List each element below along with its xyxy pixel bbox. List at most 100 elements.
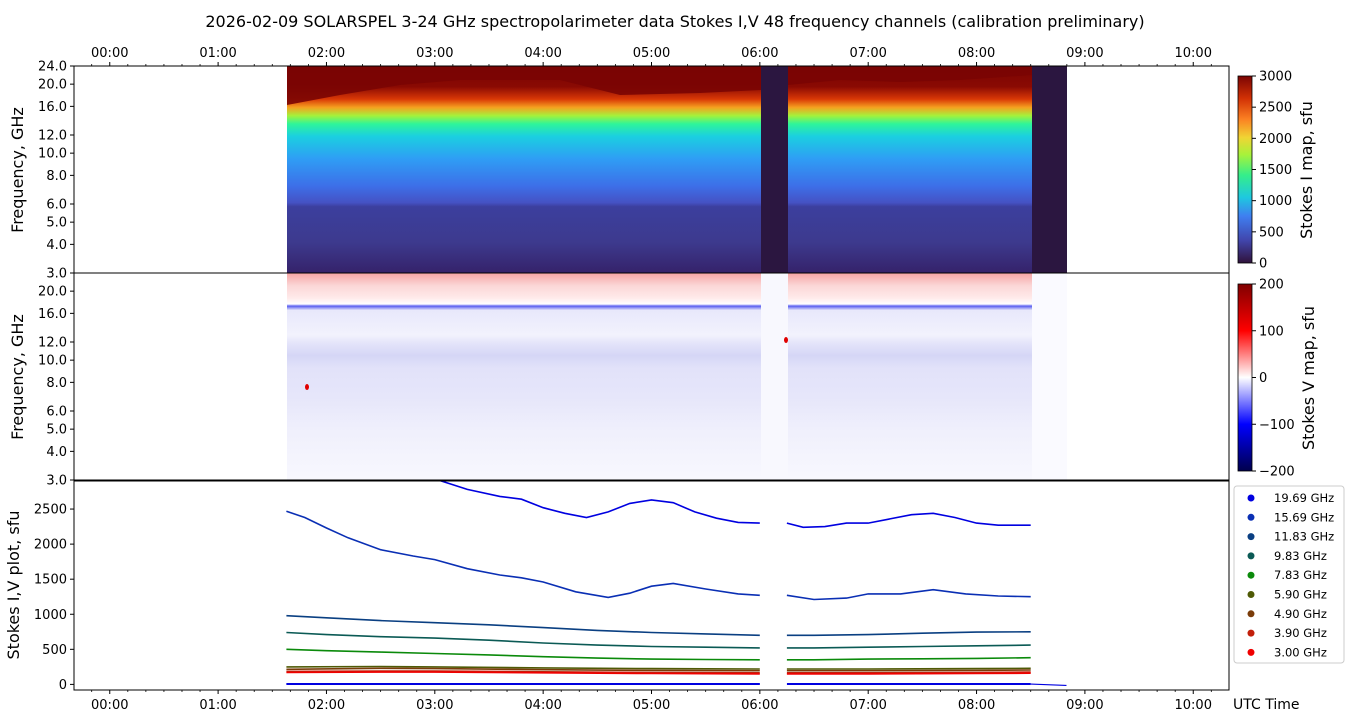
panel3-y-tick-label: 0 [59,678,67,693]
series-line [786,656,1031,661]
panel1-y-tick-label: 8.0 [46,169,67,184]
stokes-v-colorbar-label: Stokes V map, sfu [1299,306,1318,450]
panel3-y-tick-label: 1000 [34,608,67,623]
legend: 19.69 GHz 15.69 GHz 11.83 GHz 9.83 GHz 7.83 … [1233,485,1345,664]
stokes-i-map-region [287,66,761,273]
series-line [286,648,760,661]
top-x-tick-label: 04:00 [524,46,561,61]
colorbar-tick-label: 100 [1259,324,1284,339]
top-x-tick-label: 08:00 [958,46,995,61]
series-line [786,669,1031,672]
legend-label: 9.83 GHz [1274,549,1327,563]
x-axis-unit-label: UTC Time [1233,697,1299,713]
series-line [786,631,1031,637]
top-x-tick-label: 09:00 [1066,46,1103,61]
legend-marker [1247,591,1255,598]
stokes-v-red-spot [784,337,788,343]
panel3-y-tick-label: 500 [42,643,67,658]
stokes-v-red-spot [305,384,309,390]
top-x-tick-label: 02:00 [308,46,345,61]
panel2-y-tick-label: 16.0 [38,307,67,322]
stokes-i-colorbar-label: Stokes I map, sfu [1297,101,1316,239]
colorbar-tick-label: 2000 [1259,132,1292,147]
series-line [438,481,760,524]
bottom-x-tick-label: 02:00 [308,698,345,713]
panel2-ylabel: Frequency, GHz [8,314,27,440]
stokes-line-plot-panel [73,480,1230,691]
top-x-tick-label: 03:00 [416,46,453,61]
panel1-y-tick-label: 12.0 [38,129,67,144]
colorbar-tick-label: 200 [1259,278,1284,293]
legend-label: 5.90 GHz [1274,588,1327,602]
colorbar-tick-label: 3000 [1259,70,1292,85]
panel1-y-tick-label: 16.0 [38,100,67,115]
legend-label: 19.69 GHz [1274,491,1334,505]
top-x-tick-label: 06:00 [741,46,778,61]
series-line [786,512,1031,529]
top-x-tick-label: 10:00 [1175,46,1212,61]
series-line [286,510,760,599]
series-line [786,644,1031,649]
colorbar-tick-label: 0 [1259,371,1267,386]
calibration-gap-1 [761,66,788,273]
series-line [786,667,1031,670]
bottom-x-tick-label: 08:00 [958,698,995,713]
legend-label: 3.90 GHz [1274,626,1327,640]
legend-label: 11.83 GHz [1274,530,1334,544]
legend-marker [1247,571,1255,579]
colorbar-tick-label: 1500 [1259,163,1292,178]
series-line [286,665,760,670]
panel1-y-tick-label: 5.0 [46,216,67,231]
panel1-y-tick-label: 4.0 [46,238,67,253]
bottom-x-tick-label: 01:00 [199,698,236,713]
legend-marker [1247,552,1255,560]
stokes-i-high-band [287,66,761,105]
bottom-x-tick-label: 07:00 [849,698,886,713]
panel2-y-tick-label: 12.0 [38,336,67,351]
panel1-y-tick-label: 24.0 [38,60,67,75]
series-line [286,671,760,675]
panel2-y-tick-label: 20.0 [38,285,67,300]
legend-label: 3.00 GHz [1274,645,1327,659]
panel3-y-tick-label: 2000 [34,538,67,553]
stokes-v-map-region [287,273,761,480]
calibration-gap-2 [1032,66,1067,273]
colorbar-tick-label: 500 [1259,225,1284,240]
series-line [786,672,1031,675]
legend-marker [1247,494,1255,502]
bottom-x-tick-label: 03:00 [416,698,453,713]
colorbar-tick-label: 2500 [1259,101,1292,116]
legend-marker [1247,629,1255,637]
bottom-x-tick-label: 04:00 [524,698,561,713]
stokes-i-colorbar: 3000 2500 2000 1500 1000 500 0 Stokes I map, s… [1237,70,1316,272]
series-line [786,588,1031,601]
panel3-ylabel: Stokes I,V plot, sfu [4,511,23,660]
stokes-i-map-panel [73,65,1230,274]
series-line [286,631,760,649]
panel3-y-tick-label: 2500 [34,503,67,518]
colorbar-tick-label: −200 [1259,465,1295,480]
stokes-i-high-band [788,66,1032,85]
panel2-y-tick-label: 3.0 [46,474,67,489]
panel1-y-tick-label: 20.0 [38,78,67,93]
bottom-x-tick-label: 00:00 [91,698,128,713]
stokes-v-map-region [788,273,1032,480]
top-x-tick-label: 05:00 [633,46,670,61]
legend-marker [1247,513,1255,521]
series-line [286,667,760,672]
panel1-ylabel: Frequency, GHz [8,107,27,233]
bottom-x-tick-label: 09:00 [1066,698,1103,713]
series-line [286,670,760,674]
panel1-y-tick-label: 6.0 [46,198,67,213]
series-line [286,614,760,637]
series-line [786,671,1031,674]
panel1-y-tick-label: 3.0 [46,267,67,282]
legend-marker [1247,533,1255,541]
bottom-x-tick-label: 10:00 [1175,698,1212,713]
legend-label: 4.90 GHz [1274,607,1327,621]
top-x-tick-label: 01:00 [199,46,236,61]
bottom-x-tick-label: 05:00 [633,698,670,713]
panel3-y-tick-label: 1500 [34,573,67,588]
stokes-v-trace [1030,683,1067,687]
